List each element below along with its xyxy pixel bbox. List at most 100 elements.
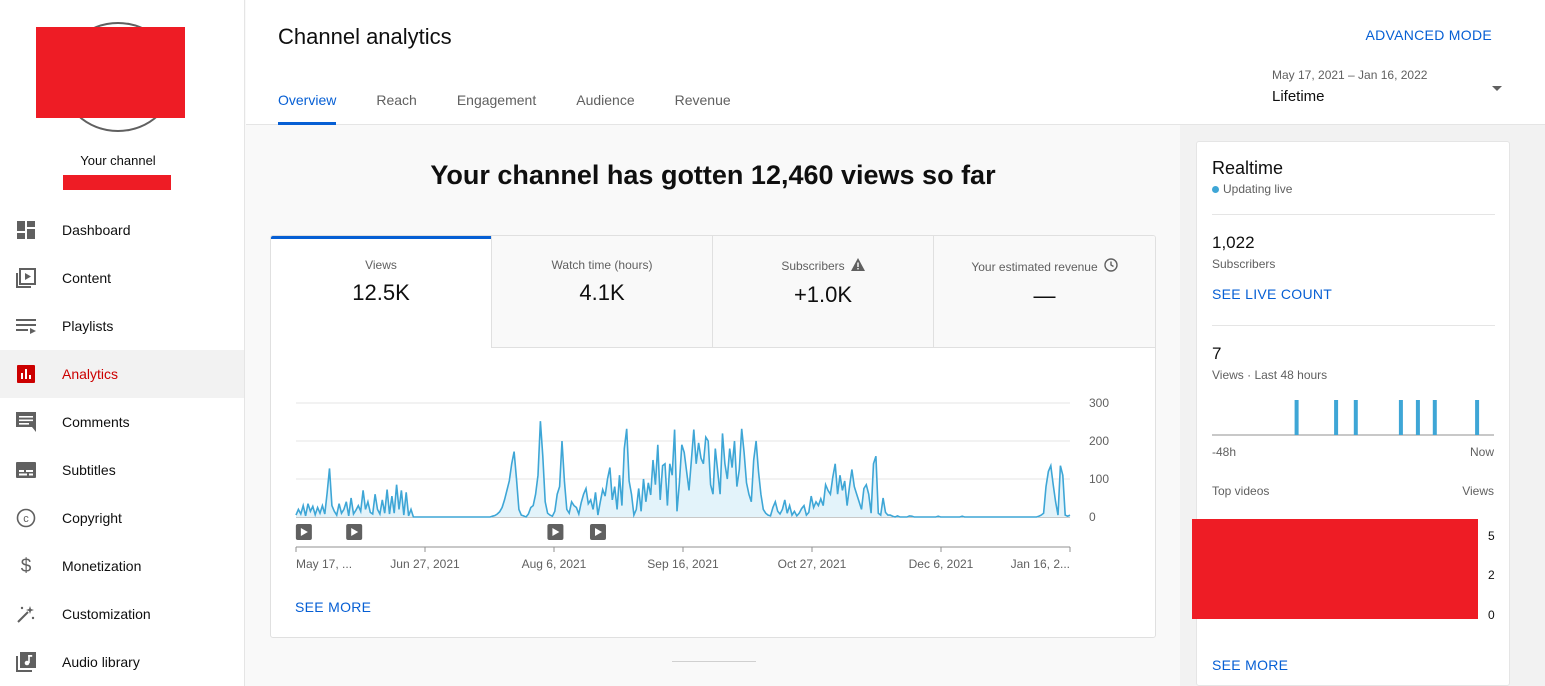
redacted-avatar: [36, 27, 185, 118]
tab-reach[interactable]: Reach: [376, 92, 417, 108]
axis-label-start: -48h: [1212, 445, 1237, 459]
date-range-picker[interactable]: May 17, 2021 – Jan 16, 2022 Lifetime: [1272, 68, 1502, 112]
series-line: [295, 421, 1071, 519]
sidebar-item-label: Copyright: [62, 510, 122, 526]
y-tick-label: 0: [1089, 510, 1096, 524]
realtime-bar: [1415, 400, 1420, 435]
x-tick-label: May 17, ...: [296, 557, 352, 571]
tab-engagement[interactable]: Engagement: [456, 92, 537, 108]
updating-live-label: Updating live: [1223, 182, 1293, 196]
realtime-views-label: Views · Last 48 hours: [1212, 368, 1328, 382]
overview-card: Views 12.5K Watch time (hours) 4.1K Subs…: [270, 235, 1156, 638]
see-more-button[interactable]: SEE MORE: [295, 599, 372, 615]
live-dot-icon: [1212, 185, 1219, 193]
metric-tab-subscribers[interactable]: Subscribers +1.0K: [713, 236, 934, 348]
content-icon: [16, 268, 36, 288]
redacted-channel-name: [63, 175, 171, 190]
redacted-top-videos: [1192, 519, 1478, 619]
metric-label: Your estimated revenue: [971, 259, 1098, 274]
playlists-icon: [16, 316, 36, 336]
metric-tab-watch-time[interactable]: Watch time (hours) 4.1K: [492, 236, 713, 348]
y-tick-label: 200: [1089, 434, 1109, 448]
x-tick-label: Jan 16, 2...: [1011, 557, 1070, 571]
realtime-bar: [1334, 400, 1339, 435]
see-live-count-button[interactable]: SEE LIVE COUNT: [1212, 286, 1333, 302]
copyright-icon: c: [16, 508, 36, 528]
advanced-mode-button[interactable]: ADVANCED MODE: [1365, 27, 1492, 43]
x-tick-label: Sep 16, 2021: [647, 557, 719, 571]
sidebar-item-label: Audio library: [62, 654, 140, 670]
sidebar-item-label: Comments: [62, 414, 130, 430]
tab-revenue[interactable]: Revenue: [674, 92, 731, 108]
sidebar-nav: Dashboard Content Playlists Analytics: [0, 206, 244, 686]
axis-label-end: Now: [1469, 445, 1494, 459]
sidebar-item-label: Customization: [62, 606, 151, 622]
x-tick-label: Aug 6, 2021: [522, 557, 587, 571]
metric-value: 4.1K: [579, 280, 625, 305]
sidebar-item-dashboard[interactable]: Dashboard: [0, 206, 244, 254]
sidebar-item-customization[interactable]: Customization: [0, 590, 244, 638]
analytics-icon: [16, 364, 36, 384]
metric-label: Subscribers: [781, 259, 845, 273]
metric-value: 12.5K: [352, 280, 410, 305]
metric-tab-revenue[interactable]: Your estimated revenue —: [934, 236, 1155, 348]
play-icon: [552, 528, 560, 536]
metric-value: —: [1033, 283, 1056, 308]
views-chart[interactable]: 300 200 100 0 May 17, ... Jun 27, 2021 Aug 6, …: [271, 348, 1155, 608]
sidebar: Your channel Dashboard Content Playlists: [0, 0, 245, 686]
metric-tabs: Views 12.5K Watch time (hours) 4.1K Subs…: [271, 236, 1155, 348]
sidebar-item-subtitles[interactable]: Subtitles: [0, 446, 244, 494]
realtime-bar: [1353, 400, 1358, 435]
metric-label: Watch time (hours): [551, 258, 653, 272]
sidebar-item-copyright[interactable]: c Copyright: [0, 494, 244, 542]
subtitles-icon: [16, 460, 36, 480]
sidebar-item-analytics[interactable]: Analytics: [0, 350, 244, 398]
date-range-text: May 17, 2021 – Jan 16, 2022: [1272, 68, 1428, 82]
divider: [672, 661, 756, 662]
divider: [1212, 325, 1495, 326]
top-video-tick: 5: [1488, 529, 1495, 543]
realtime-views-chart[interactable]: [1212, 397, 1496, 437]
warning-icon[interactable]: [850, 258, 865, 274]
subscribers-label: Subscribers: [1212, 257, 1276, 271]
sidebar-item-monetization[interactable]: $ Monetization: [0, 542, 244, 590]
realtime-views-count: 7: [1212, 344, 1222, 363]
sidebar-item-label: Content: [62, 270, 112, 286]
divider: [1212, 214, 1495, 215]
date-range-label: Lifetime: [1272, 88, 1325, 105]
tab-overview[interactable]: Overview: [278, 92, 337, 125]
y-tick-label: 300: [1089, 396, 1109, 410]
play-icon: [594, 528, 602, 536]
metric-label: Views: [365, 258, 397, 272]
top-video-tick: 2: [1488, 568, 1495, 582]
play-icon: [351, 528, 359, 536]
series-area: [296, 421, 1070, 517]
realtime-see-more-button[interactable]: SEE MORE: [1212, 657, 1289, 673]
metric-tab-views[interactable]: Views 12.5K: [271, 236, 492, 348]
tab-audience[interactable]: Audience: [576, 92, 635, 108]
dashboard-icon: [16, 220, 36, 240]
svg-text:c: c: [23, 513, 29, 525]
top-video-tick: 0: [1488, 608, 1495, 622]
sidebar-item-playlists[interactable]: Playlists: [0, 302, 244, 350]
sidebar-item-label: Monetization: [62, 558, 142, 574]
metric-value: +1.0K: [793, 282, 853, 307]
play-icon: [300, 528, 308, 536]
comments-icon: [16, 412, 36, 432]
realtime-bar: [1475, 400, 1480, 435]
analytics-tabs: Overview Reach Engagement Audience Reven…: [278, 92, 771, 125]
subscribers-count: 1,022: [1212, 233, 1255, 252]
sidebar-item-comments[interactable]: Comments: [0, 398, 244, 446]
sidebar-item-content[interactable]: Content: [0, 254, 244, 302]
dropdown-caret-icon: [1492, 86, 1502, 91]
clock-icon[interactable]: [1103, 258, 1118, 275]
svg-text:$: $: [21, 556, 32, 576]
monetization-icon: $: [16, 556, 36, 576]
realtime-bar: [1432, 400, 1437, 435]
customization-icon: [16, 604, 36, 624]
sidebar-item-label: Dashboard: [62, 222, 131, 238]
audio-library-icon: [16, 652, 36, 672]
realtime-title: Realtime: [1212, 158, 1284, 178]
top-videos-label: Top videos: [1212, 484, 1270, 498]
sidebar-item-audio-library[interactable]: Audio library: [0, 638, 244, 686]
